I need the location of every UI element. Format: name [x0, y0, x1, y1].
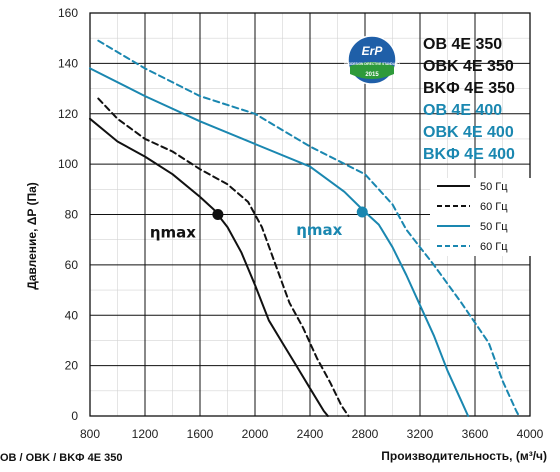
series-line-400-50hz: [89, 67, 470, 417]
eta-max-label: ηmax: [150, 224, 196, 242]
series-line-350-60hz: [97, 97, 350, 417]
curves: [89, 39, 520, 417]
y-tick-label: 80: [65, 208, 79, 222]
legend-label: 50 Гц: [480, 181, 508, 193]
x-tick-label: 2000: [242, 427, 269, 441]
model-label-350: BKФ 4E 350: [423, 80, 515, 97]
y-tick-label: 140: [58, 56, 78, 70]
eta-max-point: [356, 206, 368, 218]
x-tick-label: 3200: [407, 427, 434, 441]
eta-max-point: [212, 209, 224, 220]
y-tick-label: 120: [58, 107, 78, 121]
badge-year: 2015: [365, 72, 379, 78]
model-label-350: OB 4E 350: [423, 36, 502, 53]
x-tick-label: 2400: [297, 427, 324, 441]
y-tick-label: 100: [58, 157, 78, 171]
eta-max-label: ηmax: [296, 221, 342, 239]
y-tick-label: 0: [71, 409, 78, 423]
y-tick-label: 20: [65, 359, 79, 373]
legend-label: 60 Гц: [480, 241, 508, 253]
y-tick-label: 60: [65, 258, 79, 272]
model-label-400: BKФ 4E 400: [423, 146, 515, 163]
y-tick-label: 40: [65, 308, 79, 322]
x-tick-label: 800: [80, 427, 100, 441]
badge-text: ECODESIGN DIRECTIVE STANDARD: [344, 62, 400, 66]
erp-badge: ErP ECODESIGN DIRECTIVE STANDARD 2015: [344, 35, 400, 85]
legend-label: 50 Гц: [480, 221, 508, 233]
legend-label: 60 Гц: [480, 201, 508, 213]
legend: 50 Гц 60 Гц 50 Гц 60 Гц: [430, 178, 542, 256]
y-tick-label: 160: [58, 6, 78, 20]
y-axis-label: Давление, ΔP (Па): [25, 182, 39, 290]
badge-ring: [347, 35, 397, 85]
badge-green-band: [350, 62, 394, 79]
series-line-400-60hz: [97, 39, 520, 417]
x-axis-label: Производительность, (м³/ч): [381, 449, 547, 463]
eta-markers: ηmax ηmax: [150, 206, 368, 242]
series-line-350-50hz: [89, 117, 329, 417]
model-labels: OB 4E 350 OBK 4E 350 BKФ 4E 350 OB 4E 40…: [423, 36, 515, 163]
model-label-350: OBK 4E 350: [423, 58, 514, 75]
x-tick-label: 1600: [187, 427, 214, 441]
x-tick-label: 4000: [517, 427, 544, 441]
x-tick-labels: 800 1200 1600 2000 2400 2800 3200 3600 4000: [80, 427, 544, 441]
x-tick-label: 3600: [462, 427, 489, 441]
model-label-400: OBK 4E 400: [423, 124, 514, 141]
y-tick-labels: 0 20 40 60 80 100 120 140 160: [58, 6, 78, 423]
x-tick-label: 2800: [352, 427, 379, 441]
major-grid: [89, 12, 531, 417]
badge-title: ErP: [362, 44, 384, 58]
model-label-400: OB 4E 400: [423, 102, 502, 119]
caption: OB / OBK / BKФ 4E 350: [0, 452, 123, 464]
x-tick-label: 1200: [132, 427, 159, 441]
legend-background: [430, 178, 542, 256]
